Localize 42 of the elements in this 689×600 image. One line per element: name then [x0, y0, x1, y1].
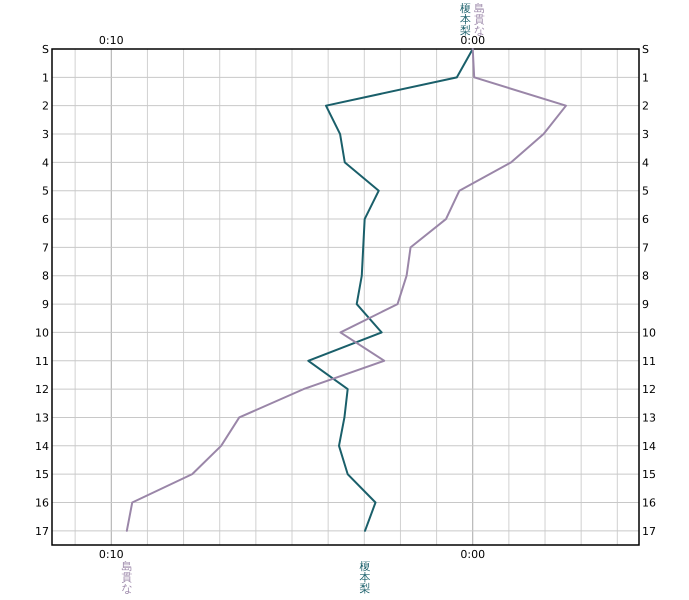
category-label: 5	[642, 184, 649, 198]
x2-tick-label: 0:00	[460, 548, 486, 561]
category-label: 15	[642, 468, 656, 482]
y-tick-label: 17	[35, 524, 49, 538]
category-label: 4	[642, 156, 649, 170]
y-tick-label: 2	[42, 100, 49, 113]
category-label: 3	[642, 128, 649, 142]
category-label: 11	[642, 354, 656, 368]
category-label: 16	[642, 496, 656, 510]
y-tick-label: 9	[42, 298, 49, 312]
y-tick-label: 8	[42, 270, 49, 283]
y-tick-label: 10	[35, 326, 49, 340]
category-label: 8	[642, 270, 649, 283]
x2-tick-label: 0:10	[98, 548, 124, 561]
text: 島貫な	[121, 560, 132, 595]
y-tick-label: 11	[35, 354, 49, 368]
category-label: 10	[642, 326, 656, 340]
y-tick-label: 14	[35, 440, 49, 453]
category-label: 7	[642, 241, 649, 254]
y-tick-label: 15	[35, 468, 49, 482]
series-label: 榎本梨	[460, 2, 472, 37]
series-label: 島貫な	[474, 2, 486, 37]
category-label: 13	[642, 411, 656, 424]
category-label: 2	[642, 100, 649, 113]
category-label: S	[642, 43, 649, 56]
y-tick-label: 5	[42, 184, 49, 198]
y-tick-label: 7	[42, 241, 49, 254]
y-tick-label: 12	[35, 383, 49, 396]
y-tick-label: S	[42, 43, 50, 56]
category-label: 1	[642, 71, 649, 84]
y-tick-label: 4	[42, 156, 49, 170]
y-tick-label: 13	[35, 411, 49, 424]
category-label: 12	[642, 383, 656, 396]
y-tick-label: 1	[42, 71, 49, 84]
y-tick-label: 3	[42, 128, 49, 142]
category-label: 6	[642, 213, 649, 226]
y-tick-label: 16	[35, 496, 49, 510]
text: 榎本梨	[360, 560, 371, 595]
category-label: 17	[642, 524, 656, 538]
y-tick-label: 6	[42, 213, 49, 226]
category-label: 9	[642, 298, 649, 312]
category-label: 14	[642, 440, 656, 453]
